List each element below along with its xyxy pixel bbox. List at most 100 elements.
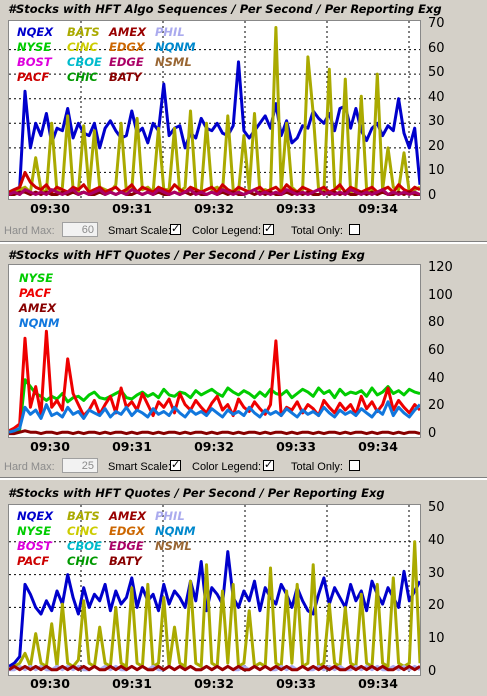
legend-item-baty: BATY: [109, 70, 142, 84]
y-tick-label: 50: [428, 65, 445, 81]
legend-item-edge: EDGE: [109, 55, 144, 69]
y-axis: 120 100 80 60 40 20 0: [424, 260, 486, 441]
legend-item-amex: AMEX: [109, 509, 147, 523]
separator: [0, 241, 487, 244]
legend-item-baty: BATY: [109, 554, 142, 568]
x-tick-label: 09:33: [276, 439, 316, 454]
y-tick-label: 40: [428, 370, 445, 386]
y-tick-label: 100: [428, 287, 453, 303]
smart-scale-label: Smart Scale:: [108, 461, 171, 473]
y-tick-label: 50: [428, 500, 445, 515]
y-tick-label: 20: [428, 138, 445, 154]
y-tick-label: 60: [428, 343, 445, 358]
x-tick-label: 09:32: [194, 676, 234, 691]
y-tick-label: 20: [428, 398, 445, 414]
legend-item-nqnm: NQNM: [19, 316, 60, 330]
plot-area: NQEX BATS AMEX PHIL NYSE CINC EDGX NQNM BOST CBOE…: [8, 20, 421, 200]
legend-item-cboe: CBOE: [67, 55, 102, 69]
series-line-nqnm: [9, 400, 420, 434]
hard-max-label: Hard Max:: [4, 461, 55, 473]
chart-title: #Stocks with HFT Quotes / Per Second / P…: [8, 486, 385, 500]
x-tick-label: 09:31: [112, 676, 152, 691]
series-line-nqex: [9, 550, 420, 668]
color-legend-checkbox[interactable]: ✓: [263, 223, 274, 235]
legend-item-pacf: PACF: [19, 286, 52, 300]
series-line-pacf: [9, 170, 420, 194]
y-tick-label: 0: [428, 664, 437, 679]
chart-title: #Stocks with HFT Quotes / Per Second / P…: [8, 248, 365, 262]
x-axis: 09:30 09:31 09:32 09:33 09:34: [8, 439, 419, 455]
y-tick-label: 40: [428, 532, 445, 548]
legend-item-nqnm: NQNM: [155, 524, 196, 538]
x-tick-label: 09:30: [30, 201, 70, 216]
legend-item-nqex: NQEX: [17, 25, 54, 39]
total-only-checkbox[interactable]: [349, 460, 360, 471]
x-tick-label: 09:31: [112, 201, 152, 216]
hard-max-input[interactable]: 25: [62, 458, 98, 473]
legend-item-cinc: CINC: [67, 524, 98, 538]
y-tick-label: 20: [428, 598, 445, 614]
x-axis: 09:30 09:31 09:32 09:33 09:34: [8, 676, 419, 692]
plot-area: NYSE PACF AMEX NQNM: [8, 264, 421, 438]
x-tick-label: 09:30: [30, 676, 70, 691]
x-tick-label: 09:33: [276, 201, 316, 216]
chart-panel-3: #Stocks with HFT Quotes / Per Second / P…: [0, 484, 487, 696]
series-line-amex: [9, 429, 420, 436]
series-line-nqex: [9, 60, 420, 194]
y-tick-label: 0: [428, 188, 437, 203]
x-tick-label: 09:32: [194, 439, 234, 454]
legend-item-pacf: PACF: [17, 70, 50, 84]
x-tick-label: 09:32: [194, 201, 234, 216]
hard-max-label: Hard Max:: [4, 225, 55, 237]
smart-scale-checkbox[interactable]: ✓: [170, 223, 181, 235]
legend-item-bats: BATS: [67, 25, 100, 39]
legend-item-amex: AMEX: [109, 25, 147, 39]
y-tick-label: 10: [428, 631, 445, 647]
x-tick-label: 09:34: [358, 676, 398, 691]
series-line-edge: [9, 188, 420, 196]
legend-item-chic: CHIC: [67, 554, 98, 568]
legend-item-nsml: NSML: [155, 55, 192, 69]
chart-svg: [9, 505, 420, 675]
hard-max-input[interactable]: 60: [62, 222, 98, 237]
legend-item-edgx: EDGX: [109, 40, 145, 54]
controls-row-1: Hard Max: 60 Smart Scale: ✓ Color Legend…: [0, 221, 487, 241]
total-only-checkbox[interactable]: [349, 224, 360, 235]
legend-item-cinc: CINC: [67, 40, 98, 54]
legend-item-amex: AMEX: [19, 301, 57, 315]
legend-item-bats: BATS: [67, 509, 100, 523]
legend-item-edgx: EDGX: [109, 524, 145, 538]
total-only-label: Total Only:: [291, 461, 343, 473]
separator: [0, 477, 487, 480]
y-tick-label: 40: [428, 89, 445, 105]
smart-scale-checkbox[interactable]: ✓: [170, 459, 181, 471]
legend-item-pacf: PACF: [17, 554, 50, 568]
chart-panel-2: #Stocks with HFT Quotes / Per Second / P…: [0, 246, 487, 456]
y-tick-label: 10: [428, 163, 445, 179]
color-legend-checkbox[interactable]: ✓: [263, 459, 274, 471]
legend-item-chic: CHIC: [67, 70, 98, 84]
x-tick-label: 09:33: [276, 676, 316, 691]
y-tick-label: 120: [428, 260, 453, 275]
smart-scale-label: Smart Scale:: [108, 225, 171, 237]
y-tick-label: 60: [428, 40, 445, 56]
legend-item-nqex: NQEX: [17, 509, 54, 523]
x-tick-label: 09:34: [358, 201, 398, 216]
y-tick-label: 30: [428, 114, 445, 130]
x-axis: 09:30 09:31 09:32 09:33 09:34: [8, 201, 419, 217]
legend-item-bost: BOST: [17, 55, 52, 69]
legend-item-nqnm: NQNM: [155, 40, 196, 54]
y-tick-label: 0: [428, 426, 437, 441]
x-tick-label: 09:31: [112, 439, 152, 454]
color-legend-label: Color Legend:: [192, 461, 262, 473]
series-line-pacf: [9, 329, 420, 433]
series-line-bats: [9, 540, 420, 671]
legend-item-nsml: NSML: [155, 539, 192, 553]
chart-panel-1: #Stocks with HFT Algo Sequences / Per Se…: [0, 0, 487, 220]
legend-item-phil: PHIL: [155, 509, 185, 523]
controls-row-2: Hard Max: 25 Smart Scale: ✓ Color Legend…: [0, 457, 487, 477]
legend-item-cboe: CBOE: [67, 539, 102, 553]
legend-item-nyse: NYSE: [17, 40, 52, 54]
color-legend-label: Color Legend:: [192, 225, 262, 237]
chart-title: #Stocks with HFT Algo Sequences / Per Se…: [8, 2, 442, 16]
